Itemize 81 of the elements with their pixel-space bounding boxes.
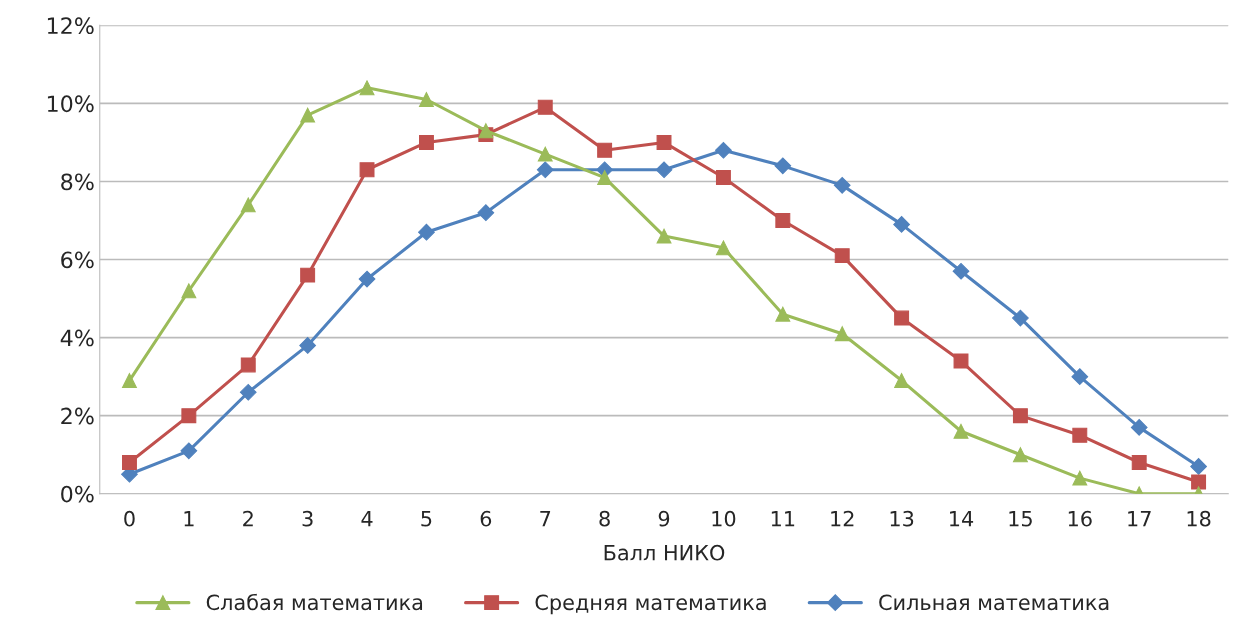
point <box>418 223 435 241</box>
x-tick-label: 0 <box>124 510 135 527</box>
point <box>1072 427 1088 443</box>
point <box>715 170 731 186</box>
point <box>1190 458 1207 475</box>
point <box>1072 470 1088 486</box>
point <box>597 142 613 158</box>
x-tick-label: 11 <box>771 511 795 527</box>
point <box>775 306 791 322</box>
point <box>240 357 256 373</box>
point <box>121 373 137 388</box>
x-tick-label: 14 <box>950 511 974 527</box>
point <box>537 146 553 162</box>
point <box>655 161 673 179</box>
x-tick-label: 12 <box>831 510 854 527</box>
point <box>358 270 376 288</box>
point <box>1071 368 1089 386</box>
point <box>121 455 137 470</box>
point <box>239 383 257 401</box>
point <box>180 442 198 460</box>
point <box>715 141 732 159</box>
x-tick-label: 13 <box>890 510 914 527</box>
x-tick-label: 16 <box>1068 510 1092 527</box>
x-tick-label: 15 <box>1009 511 1032 527</box>
x-tick-label: 1 <box>184 511 194 527</box>
point <box>894 310 910 326</box>
point <box>1130 419 1148 436</box>
y-tick-label: 10% <box>47 95 94 113</box>
point <box>834 326 850 342</box>
x-tick-label: 6 <box>480 510 492 527</box>
point <box>953 423 969 439</box>
point <box>240 197 256 213</box>
point <box>359 80 375 96</box>
y-tick-label: 8% <box>61 173 94 191</box>
legend-label: Средняя математика <box>535 594 766 615</box>
x-tick-label: 10 <box>712 510 736 527</box>
point <box>418 134 434 150</box>
x-tick-label: 7 <box>540 511 551 527</box>
point <box>656 228 672 244</box>
y-tick-label: 4% <box>60 329 94 347</box>
point <box>1012 309 1029 327</box>
x-tick-label: 18 <box>1187 510 1211 527</box>
point <box>1131 455 1147 470</box>
point <box>715 240 731 256</box>
legend-label: Сильная математика <box>879 594 1109 611</box>
point <box>418 92 434 107</box>
legend-label: Слабая математика <box>206 593 423 611</box>
x-axis-title: Балл НИКО <box>604 544 725 561</box>
y-tick-label: 12% <box>47 17 94 35</box>
point <box>478 123 494 139</box>
x-tick-label: 17 <box>1128 511 1151 527</box>
point <box>656 134 672 150</box>
point <box>833 176 851 194</box>
point <box>537 99 553 115</box>
x-tick-label: 3 <box>302 510 313 527</box>
point <box>477 204 495 222</box>
point <box>359 162 375 178</box>
point <box>775 213 791 228</box>
point <box>299 337 317 354</box>
point <box>181 408 197 424</box>
point <box>300 267 316 283</box>
y-tick-label: 2% <box>61 407 94 425</box>
point <box>894 373 910 388</box>
point <box>1191 474 1207 490</box>
point <box>893 216 910 233</box>
point <box>952 262 970 280</box>
point <box>834 248 850 264</box>
point <box>1012 408 1028 424</box>
point <box>536 161 554 179</box>
y-tick-label: 6% <box>61 251 94 269</box>
point <box>1012 447 1028 463</box>
point <box>300 107 316 123</box>
x-tick-label: 5 <box>421 511 432 527</box>
point <box>597 170 613 186</box>
x-tick-label: 2 <box>243 510 253 527</box>
point <box>181 283 197 299</box>
x-tick-label: 4 <box>361 511 373 527</box>
x-tick-label: 8 <box>599 510 610 527</box>
point <box>774 157 792 175</box>
x-tick-label: 9 <box>658 510 670 527</box>
y-tick-label: 0% <box>61 485 94 503</box>
